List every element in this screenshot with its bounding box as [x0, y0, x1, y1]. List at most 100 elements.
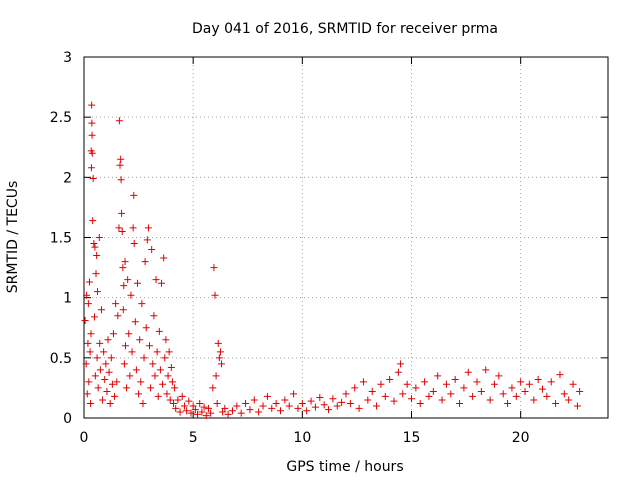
- x-tick-label: 10: [293, 430, 311, 446]
- plot-frame: [83, 56, 609, 419]
- data-point: [89, 175, 97, 183]
- data-point: [165, 348, 173, 356]
- data-point: [325, 406, 333, 414]
- data-point: [103, 388, 111, 396]
- data-point: [224, 410, 232, 418]
- data-point: [121, 258, 129, 266]
- data-point: [146, 342, 153, 350]
- data-point: [196, 400, 204, 408]
- data-point: [171, 384, 179, 392]
- data-point: [125, 330, 133, 338]
- data-point: [290, 390, 298, 398]
- data-point: [133, 279, 141, 287]
- data-point: [88, 131, 96, 139]
- data-point: [90, 313, 98, 321]
- data-point: [530, 396, 538, 404]
- data-point: [303, 407, 311, 415]
- data-point: [565, 396, 573, 404]
- data-point: [259, 402, 267, 410]
- data-point: [447, 390, 455, 398]
- data-point: [180, 402, 188, 410]
- data-point: [130, 191, 138, 199]
- data-point: [123, 384, 131, 392]
- data-point: [464, 368, 472, 376]
- data-point: [202, 412, 210, 420]
- data-point: [517, 378, 525, 386]
- data-point: [87, 330, 95, 338]
- data-point: [320, 401, 328, 409]
- data-point: [152, 276, 160, 284]
- data-point: [112, 300, 120, 308]
- data-point: [85, 278, 93, 286]
- data-point: [166, 396, 174, 404]
- data-point: [129, 224, 137, 232]
- data-point: [141, 258, 149, 266]
- data-point: [210, 264, 218, 272]
- data-point: [113, 378, 121, 386]
- data-point: [185, 397, 193, 405]
- data-point: [521, 388, 529, 396]
- chart-title: Day 041 of 2016, SRMTID for receiver prm…: [192, 21, 498, 37]
- data-point: [101, 375, 109, 383]
- data-point: [377, 380, 385, 388]
- data-point: [127, 291, 135, 299]
- data-point: [316, 394, 324, 402]
- data-point: [139, 400, 147, 408]
- data-point: [100, 348, 108, 356]
- data-point: [403, 380, 411, 388]
- data-point: [117, 155, 125, 163]
- data-point: [91, 372, 99, 380]
- data-point: [105, 368, 113, 376]
- data-point: [294, 404, 302, 412]
- data-point: [569, 380, 577, 388]
- data-point: [219, 408, 227, 416]
- data-point: [82, 360, 90, 368]
- data-point: [429, 388, 437, 396]
- data-point: [124, 276, 132, 284]
- data-point: [102, 360, 110, 368]
- data-point: [149, 360, 157, 368]
- data-point: [368, 388, 376, 396]
- data-point: [131, 318, 139, 326]
- y-tick-labels: 0 0.5 1 1.5 2 2.5 3: [50, 50, 72, 427]
- data-point: [162, 336, 170, 344]
- data-point: [214, 339, 222, 347]
- data-point: [115, 117, 123, 125]
- data-point: [198, 408, 206, 416]
- data-point: [111, 392, 119, 400]
- data-point: [156, 366, 164, 374]
- data-point: [469, 392, 477, 400]
- data-point: [159, 380, 167, 388]
- x-tick-label: 0: [80, 430, 89, 446]
- data-point: [200, 403, 208, 411]
- data-point: [108, 380, 116, 388]
- data-point: [547, 378, 555, 386]
- data-point: [164, 372, 172, 380]
- data-point: [170, 400, 178, 408]
- axis-ticks: [83, 56, 608, 419]
- data-point: [338, 398, 346, 406]
- y-tick-label: 3: [63, 50, 72, 66]
- data-point: [119, 264, 127, 272]
- data-point: [486, 396, 494, 404]
- data-point: [160, 254, 168, 262]
- data-point: [508, 384, 516, 392]
- data-point: [421, 378, 429, 386]
- y-axis-label: SRMTID / TECUs: [5, 181, 21, 294]
- data-point: [381, 392, 389, 400]
- data-point: [93, 354, 101, 362]
- data-point: [311, 403, 319, 411]
- data-point: [83, 390, 91, 398]
- data-point: [151, 372, 159, 380]
- data-point: [148, 246, 156, 254]
- data-point: [342, 390, 350, 398]
- data-point: [399, 390, 407, 398]
- data-point: [416, 400, 424, 408]
- data-point: [355, 404, 363, 412]
- data-point: [94, 384, 102, 392]
- data-point: [272, 400, 280, 408]
- data-point: [88, 149, 96, 157]
- y-tick-label: 0: [63, 411, 72, 427]
- data-point: [438, 396, 446, 404]
- data-point: [298, 400, 306, 408]
